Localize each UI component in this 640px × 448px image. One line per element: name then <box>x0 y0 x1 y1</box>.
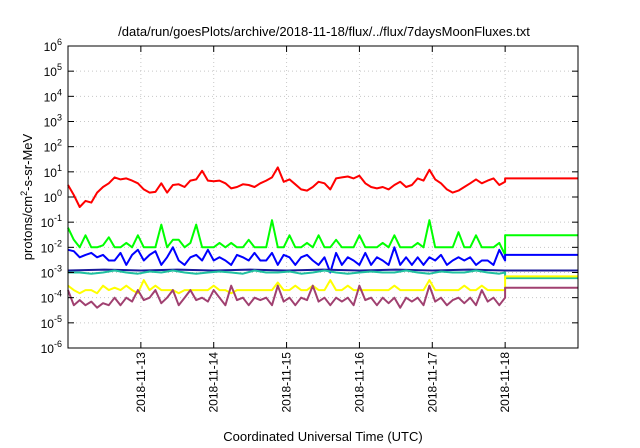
x-tick-label: 2018-11-13 <box>134 352 148 413</box>
series-line-7 <box>67 284 578 309</box>
y-tick-label: 103 <box>44 113 62 130</box>
y-tick-label: 10-6 <box>41 339 62 356</box>
x-tick-label: 2018-11-17 <box>425 352 439 413</box>
y-tick-layer: 10-6 10-5 10-4 10-3 10-2 10-1 100 101 102 103 104 1… <box>41 37 578 356</box>
x-axis-label: Coordinated Universal Time (UTC) <box>223 429 422 444</box>
y-tick-label: 106 <box>44 37 62 54</box>
x-tick-label: 2018-11-14 <box>207 352 221 413</box>
series-line-5 <box>68 269 578 280</box>
y-tick-label: 10-2 <box>41 238 62 255</box>
y-tick-label: 101 <box>44 163 62 180</box>
y-tick-label: 104 <box>44 87 62 104</box>
series-line-4 <box>67 268 578 272</box>
y-tick-label: 105 <box>44 62 62 79</box>
series-line-6 <box>67 275 578 295</box>
series-layer <box>67 166 578 309</box>
chart-title: /data/run/goesPlots/archive/2018-11-18/f… <box>118 24 530 39</box>
x-tick-label: 2018-11-15 <box>280 352 294 413</box>
series-line-3 <box>67 246 578 274</box>
y-tick-label: 10-4 <box>41 289 62 306</box>
y-tick-label: 10-1 <box>41 213 62 230</box>
y-tick-label: 10-3 <box>41 264 62 281</box>
series-line-1 <box>67 166 578 208</box>
series-line-2 <box>67 219 578 256</box>
x-tick-layer: 2018-11-13 2018-11-14 2018-11-15 2018-11-16… <box>134 46 512 413</box>
y-tick-label: 10-5 <box>41 314 62 331</box>
x-tick-label: 2018-11-16 <box>352 352 366 413</box>
x-tick-label: 2018-11-18 <box>498 352 512 413</box>
y-tick-label: 102 <box>44 138 62 155</box>
y-tick-label: 100 <box>44 188 62 205</box>
y-axis-label: protons/cm2-s-sr-MeV <box>19 133 35 260</box>
